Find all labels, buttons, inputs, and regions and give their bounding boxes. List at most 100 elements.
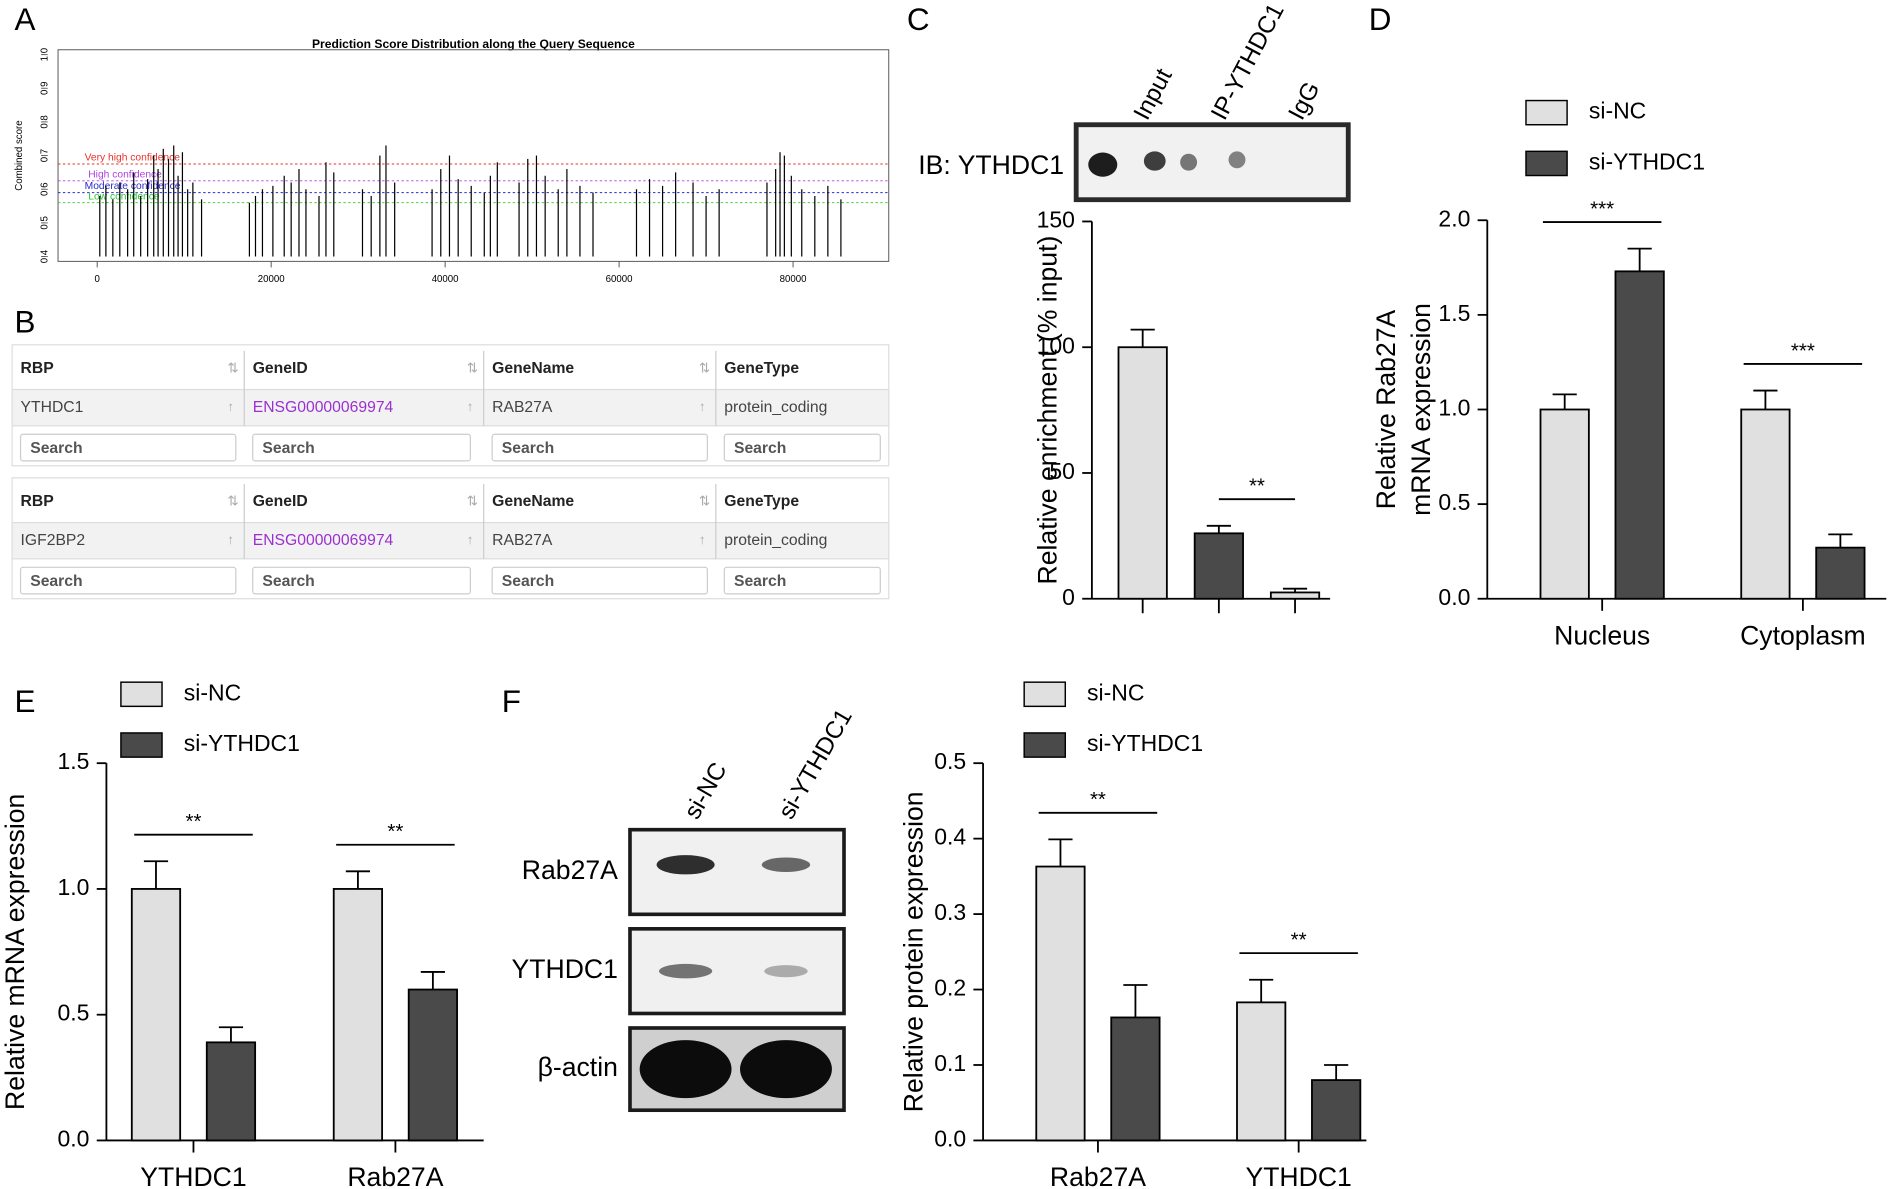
bar	[1539, 408, 1590, 600]
blot-band	[659, 963, 713, 979]
table-cell: ENSG00000069974	[253, 399, 394, 416]
table-header: GeneType	[724, 493, 799, 510]
legend-label: si-YTHDC1	[1589, 148, 1705, 174]
blot-band	[761, 857, 811, 873]
bar	[1614, 270, 1665, 600]
table-header: GeneID	[253, 360, 308, 377]
table-header: RBP	[21, 360, 54, 377]
blot-label: IB: YTHDC1	[918, 150, 1064, 180]
table-cell: RAB27A	[492, 399, 553, 416]
search-placeholder: Search	[262, 573, 314, 590]
sort-icon: ⇅	[699, 494, 710, 509]
sort-icon: ⇅	[699, 361, 710, 376]
y-tick-label: 0	[1062, 584, 1075, 610]
y-tick-label: 1.5	[1438, 300, 1470, 326]
y-tick-label: 0.1	[934, 1050, 966, 1076]
blot	[1073, 122, 1351, 203]
chart-title: Prediction Score Distribution along the …	[312, 37, 635, 51]
significance-label: ***	[1791, 339, 1815, 362]
significance-label: **	[1291, 928, 1307, 951]
legend-swatch	[120, 681, 163, 708]
blot-row-label: β-actin	[538, 1052, 618, 1082]
x-tick-label: Rab27A	[347, 1162, 443, 1189]
blot-band	[740, 1040, 832, 1099]
legend-swatch	[120, 732, 163, 758]
blot	[628, 827, 846, 917]
panel-label: D	[1369, 2, 1392, 37]
bar	[1815, 546, 1866, 600]
significance-label: **	[1090, 788, 1106, 811]
sort-icon: ⇅	[467, 494, 478, 509]
x-tick-label: 0	[94, 274, 99, 285]
threshold-label: Moderate confidence	[85, 181, 181, 192]
search-box[interactable]	[723, 433, 881, 462]
bar	[1110, 1016, 1161, 1142]
y-tick-label: 0.3	[934, 899, 966, 925]
significance-label: ***	[1590, 197, 1614, 220]
x-tick-label: 20000	[258, 274, 285, 285]
y-tick-label: 0.4	[39, 249, 50, 263]
x-tick-label: Cytoplasm	[1740, 620, 1866, 650]
lane-label: Input	[1129, 64, 1178, 124]
lane-label: IP-YTHDC1	[1206, 0, 1290, 125]
legend-label: si-NC	[184, 679, 241, 705]
search-placeholder: Search	[30, 440, 82, 457]
blot-band	[1088, 152, 1118, 177]
blot-row-label: Rab27A	[522, 855, 618, 885]
x-tick-label: YTHDC1	[140, 1162, 246, 1189]
table-header: GeneID	[253, 493, 308, 510]
x-tick-label: 60000	[606, 274, 633, 285]
legend-label: si-YTHDC1	[1087, 730, 1203, 756]
y-tick-label: 0.0	[934, 1126, 966, 1152]
lane-label: IgG	[1283, 77, 1325, 124]
y-tick-label: 0.5	[58, 1000, 90, 1026]
y-tick-label: 0.0	[1438, 584, 1470, 610]
panel-label: A	[15, 2, 36, 37]
x-tick-label: Rab27A	[1050, 1162, 1146, 1189]
panel-label: E	[15, 684, 36, 719]
blot-band	[639, 1040, 732, 1099]
search-box[interactable]	[491, 566, 708, 595]
y-tick-label: 0.6	[39, 183, 50, 196]
legend-swatch	[1023, 732, 1067, 758]
blot-band	[1228, 151, 1246, 169]
blot-band	[656, 855, 715, 875]
bar	[1269, 591, 1321, 600]
search-box[interactable]	[252, 433, 471, 462]
x-tick-label: 80000	[780, 274, 807, 285]
y-tick-label: 150	[1037, 207, 1075, 233]
plot-frame	[57, 49, 890, 262]
y-tick-label: 0.0	[58, 1126, 90, 1152]
y-axis-label: Relative mRNA expression	[0, 794, 30, 1110]
threshold-label: High confidence	[88, 169, 162, 180]
lane-label: si-YTHDC1	[773, 704, 857, 823]
sort-icon: ⇅	[227, 361, 238, 376]
x-tick-label: 40000	[432, 274, 459, 285]
y-tick-label: 0.8	[39, 115, 50, 128]
y-tick-label: 1.5	[58, 748, 90, 774]
search-box[interactable]	[723, 566, 881, 595]
table-header: GeneType	[724, 360, 799, 377]
search-box[interactable]	[19, 566, 237, 595]
search-box[interactable]	[491, 433, 708, 462]
table-cell: protein_coding	[724, 532, 827, 549]
threshold-label: Very high confidence	[85, 153, 181, 164]
sort-icon: ↑	[227, 399, 234, 414]
y-tick-label: 100	[1037, 332, 1075, 358]
y-tick-label: 0.5	[1438, 489, 1470, 515]
table-row-bg	[11, 388, 890, 427]
y-tick-label: 0.4	[934, 824, 966, 850]
y-tick-label: 0.2	[934, 975, 966, 1001]
y-tick-label: 0.5	[934, 748, 966, 774]
search-box[interactable]	[19, 433, 237, 462]
search-box[interactable]	[252, 566, 471, 595]
y-tick-label: 1.0	[58, 874, 90, 900]
significance-label: **	[387, 820, 403, 843]
significance-label: **	[185, 810, 201, 833]
lane-label: si-NC	[679, 758, 733, 824]
table-cell: RAB27A	[492, 532, 553, 549]
bar	[1117, 346, 1168, 600]
sort-icon: ↑	[467, 532, 474, 547]
